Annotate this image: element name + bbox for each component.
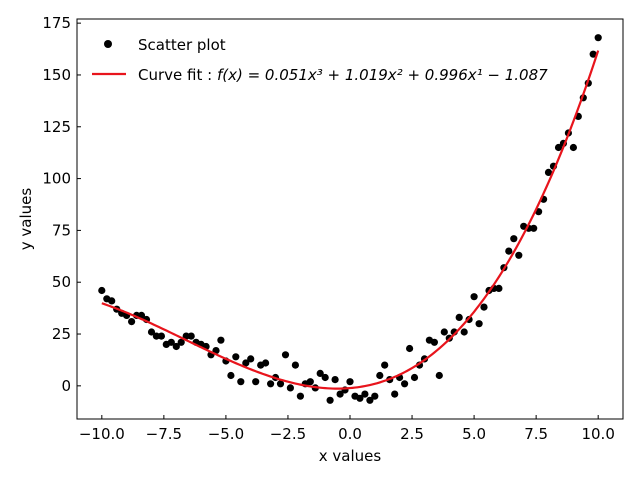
data-point (376, 371, 384, 380)
data-point (217, 336, 225, 344)
y-tick-label: 50 (52, 273, 71, 291)
data-point (157, 332, 165, 340)
data-point (435, 371, 443, 380)
legend-fit-formula: f(x) = 0.051x³ + 1.019x² + 0.996x¹ − 1.0… (217, 66, 548, 84)
data-point (331, 376, 339, 384)
data-point (108, 297, 116, 305)
data-point (569, 143, 578, 152)
y-tick-label: 175 (42, 14, 71, 32)
scatter-points (98, 34, 602, 404)
data-point (281, 351, 290, 359)
data-point (306, 378, 314, 386)
y-tick-label: 125 (42, 118, 71, 136)
x-tick-label: 0.0 (338, 425, 362, 443)
x-tick-label: −10.0 (79, 425, 125, 443)
data-point (589, 50, 597, 58)
data-point (267, 380, 275, 388)
data-point (495, 284, 503, 292)
data-point (401, 380, 409, 388)
data-point (356, 394, 364, 402)
data-point (316, 369, 324, 377)
legend-fit-prefix: Curve fit : (138, 66, 217, 84)
data-point (391, 390, 399, 398)
data-point (291, 361, 299, 369)
data-point (237, 378, 245, 386)
data-point (247, 355, 255, 363)
x-axis: −10.0 −7.5 −5.0 −2.5 0.0 2.5 5.0 7.5 10.0 (79, 415, 615, 443)
legend-scatter-label: Scatter plot (138, 36, 226, 54)
data-point (470, 293, 478, 301)
x-tick-label: 5.0 (462, 425, 486, 443)
data-point (232, 353, 240, 361)
data-point (381, 361, 389, 369)
data-point (460, 328, 468, 336)
data-point (147, 328, 156, 336)
data-point (172, 342, 180, 351)
data-point (286, 384, 294, 392)
data-point (167, 338, 175, 346)
data-point (430, 338, 438, 346)
data-point (296, 392, 304, 400)
data-point (98, 286, 106, 295)
x-axis-label: x values (319, 447, 382, 465)
y-tick-label: 25 (52, 325, 71, 343)
data-point (262, 359, 270, 367)
x-tick-label: 7.5 (524, 425, 548, 443)
data-point (475, 320, 483, 328)
data-point (346, 378, 354, 386)
x-tick-label: −7.5 (146, 425, 182, 443)
x-tick-label: −5.0 (208, 425, 244, 443)
data-point (455, 313, 463, 321)
data-point (371, 392, 379, 400)
legend: Scatter plot Curve fit : f(x) = 0.051x³ … (92, 36, 548, 84)
data-point (366, 396, 374, 404)
data-point (227, 371, 235, 380)
data-point (515, 251, 523, 259)
y-axis-label: y values (17, 188, 35, 251)
x-tick-label: −2.5 (270, 425, 306, 443)
y-axis: 0 25 50 75 100 125 150 175 (42, 14, 81, 395)
data-point (510, 235, 518, 243)
legend-fit-label: Curve fit : f(x) = 0.051x³ + 1.019x² + 0… (138, 66, 548, 84)
y-tick-label: 0 (61, 377, 71, 395)
data-point (554, 143, 563, 152)
data-point (505, 247, 513, 255)
data-point (410, 373, 419, 382)
data-point (252, 378, 260, 386)
y-tick-label: 150 (42, 66, 71, 84)
x-tick-label: 10.0 (581, 425, 614, 443)
data-point (336, 390, 344, 398)
data-point (544, 168, 553, 176)
legend-scatter-marker (104, 40, 112, 48)
y-tick-label: 100 (42, 170, 71, 188)
data-point (440, 328, 448, 336)
data-point (530, 224, 538, 232)
fit-curve (101, 50, 600, 390)
data-point (128, 318, 136, 326)
data-point (480, 303, 488, 311)
x-tick-label: 2.5 (400, 425, 424, 443)
data-point (177, 338, 185, 346)
data-point (594, 34, 602, 42)
data-point (187, 332, 195, 340)
data-point (361, 390, 369, 398)
data-point (321, 373, 329, 382)
data-point (182, 332, 190, 340)
data-point (276, 380, 285, 388)
data-point (406, 344, 414, 353)
data-point (326, 396, 334, 404)
data-point (242, 359, 250, 367)
data-point (152, 332, 160, 340)
y-tick-label: 75 (52, 221, 71, 239)
